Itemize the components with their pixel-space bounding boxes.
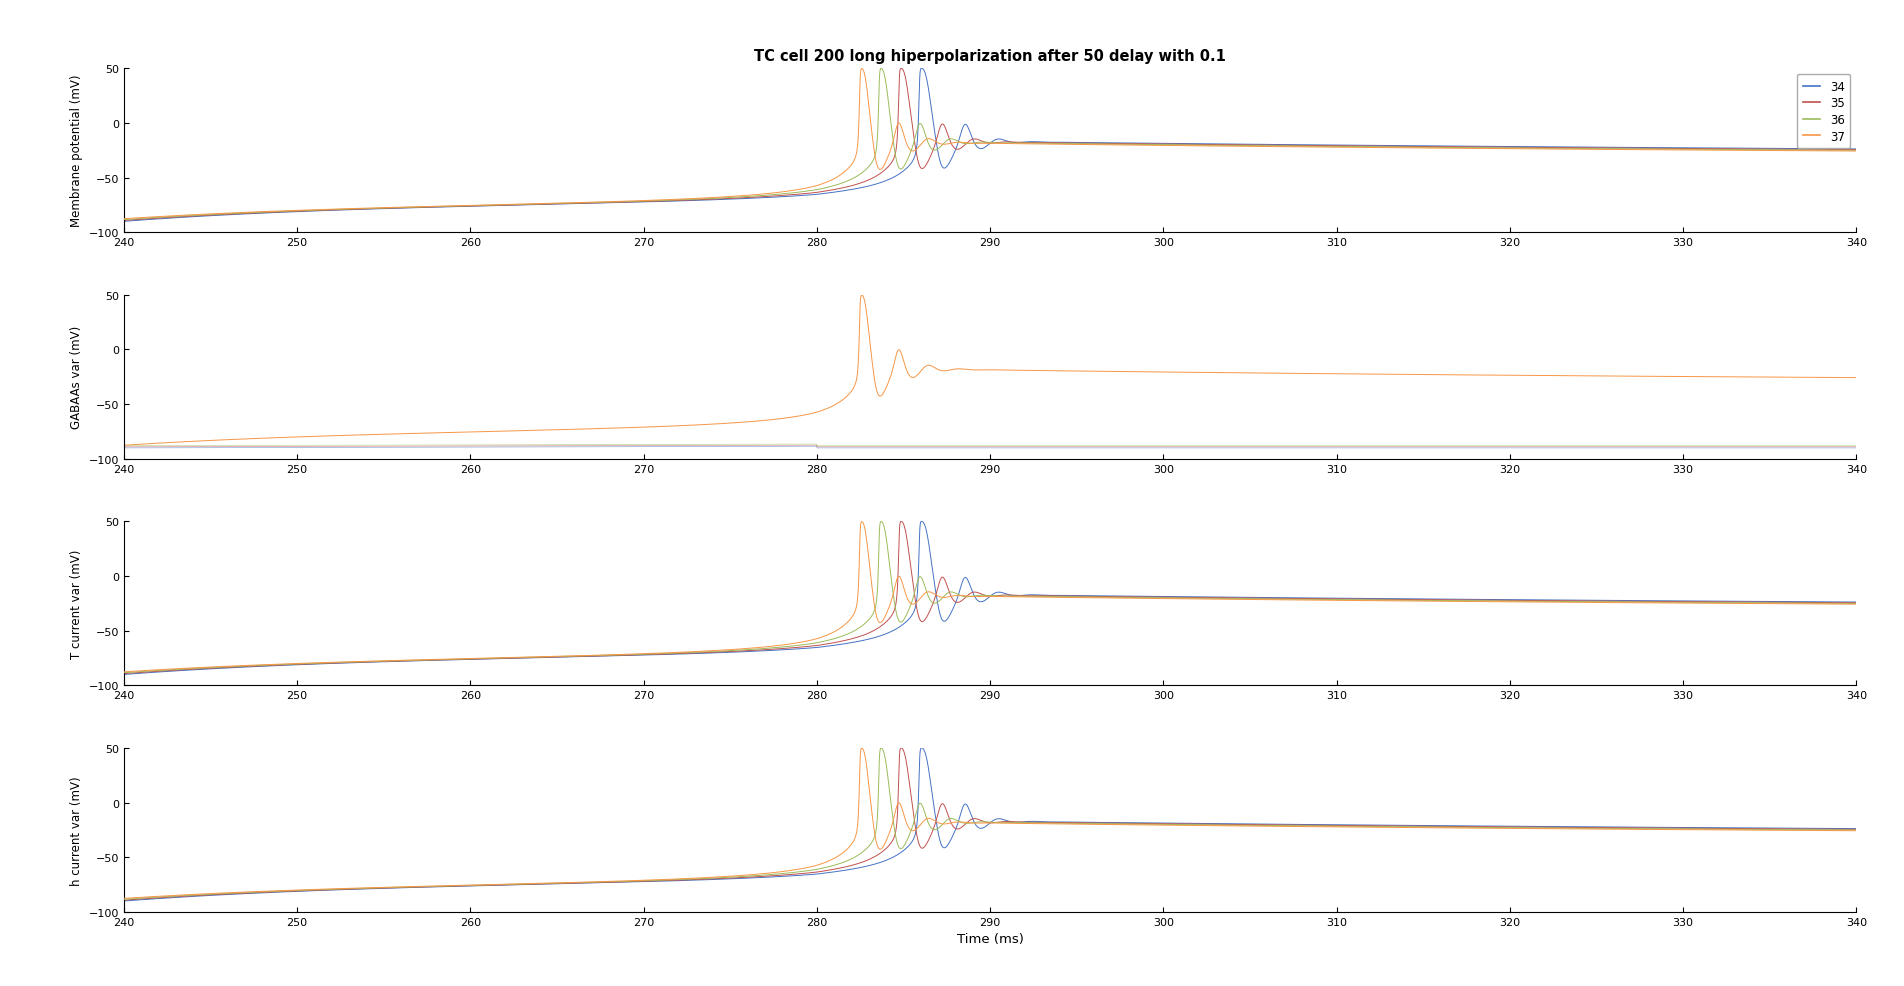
- Legend: 34, 35, 36, 37: 34, 35, 36, 37: [1797, 75, 1851, 149]
- Y-axis label: Membrane potential (mV): Membrane potential (mV): [70, 75, 84, 227]
- Y-axis label: GABAAs var (mV): GABAAs var (mV): [70, 325, 84, 429]
- Y-axis label: T current var (mV): T current var (mV): [70, 549, 84, 659]
- Y-axis label: h current var (mV): h current var (mV): [70, 775, 84, 884]
- X-axis label: Time (ms): Time (ms): [956, 933, 1024, 946]
- Title: TC cell 200 long hiperpolarization after 50 delay with 0.1: TC cell 200 long hiperpolarization after…: [754, 48, 1226, 64]
